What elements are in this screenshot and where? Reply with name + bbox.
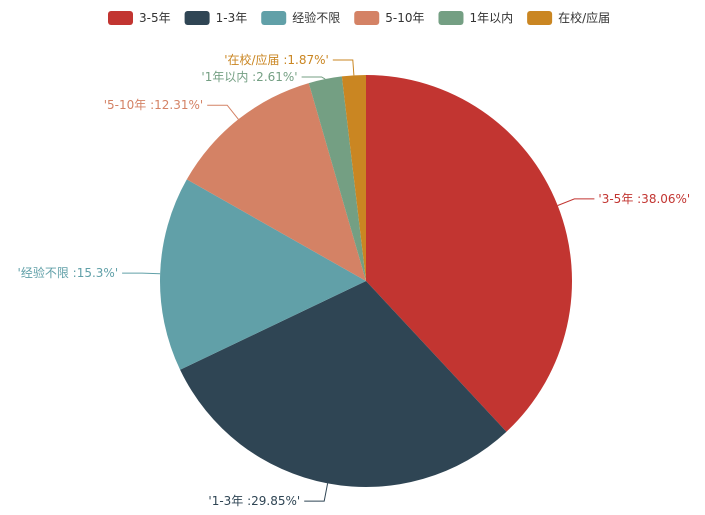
pie-slice[interactable]: [366, 75, 573, 432]
legend-item[interactable]: 3-5年: [108, 11, 171, 25]
legend-item[interactable]: 在校/应届: [527, 10, 610, 25]
slice-label: '1-3年 :29.85%': [208, 494, 300, 508]
slice-label: '在校/应届 :1.87%': [224, 52, 329, 67]
legend-label: 1-3年: [216, 11, 248, 25]
legend-item[interactable]: 5-10年: [354, 11, 424, 25]
pie-slice[interactable]: [160, 179, 366, 370]
pie-slice[interactable]: [180, 281, 507, 488]
legend-swatch: [108, 11, 133, 25]
leader-line: [207, 104, 239, 120]
slice-label: '经验不限 :15.3%': [18, 265, 119, 280]
slice-label: '3-5年 :38.06%': [598, 192, 690, 206]
leader-line: [304, 483, 329, 502]
legend-swatch: [527, 11, 553, 25]
leader-line: [332, 59, 355, 76]
pie-slice[interactable]: [186, 83, 366, 281]
legend-item[interactable]: 经验不限: [261, 10, 340, 25]
pie-slices: [160, 75, 573, 488]
legend-swatch: [261, 11, 287, 25]
legend-swatch: [184, 11, 210, 25]
slice-label: '5-10年 :12.31%': [104, 98, 203, 112]
legend-label: 3-5年: [139, 11, 171, 25]
leader-line: [122, 272, 161, 275]
leader-line: [301, 76, 326, 80]
legend-label: 1年以内: [469, 11, 513, 25]
legend-item[interactable]: 1年以内: [438, 11, 513, 25]
legend-label: 经验不限: [292, 10, 340, 25]
legend-label: 5-10年: [385, 11, 424, 25]
slice-labels: '3-5年 :38.06%' '1-3年 :29.85%' '经验不限 :15.3%…: [18, 52, 691, 508]
legend-label: 在校/应届: [558, 10, 610, 25]
legend-swatch: [354, 11, 380, 25]
pie-slice[interactable]: [308, 76, 366, 281]
legend: 3-5年 1-3年 经验不限 5-10年 1年以内 在校/应届: [108, 10, 610, 25]
leader-line: [557, 198, 595, 206]
legend-item[interactable]: 1-3年: [184, 11, 248, 25]
slice-label: '1年以内 :2.61%': [201, 70, 297, 84]
legend-swatch: [438, 11, 464, 25]
pie-slice[interactable]: [341, 75, 366, 281]
